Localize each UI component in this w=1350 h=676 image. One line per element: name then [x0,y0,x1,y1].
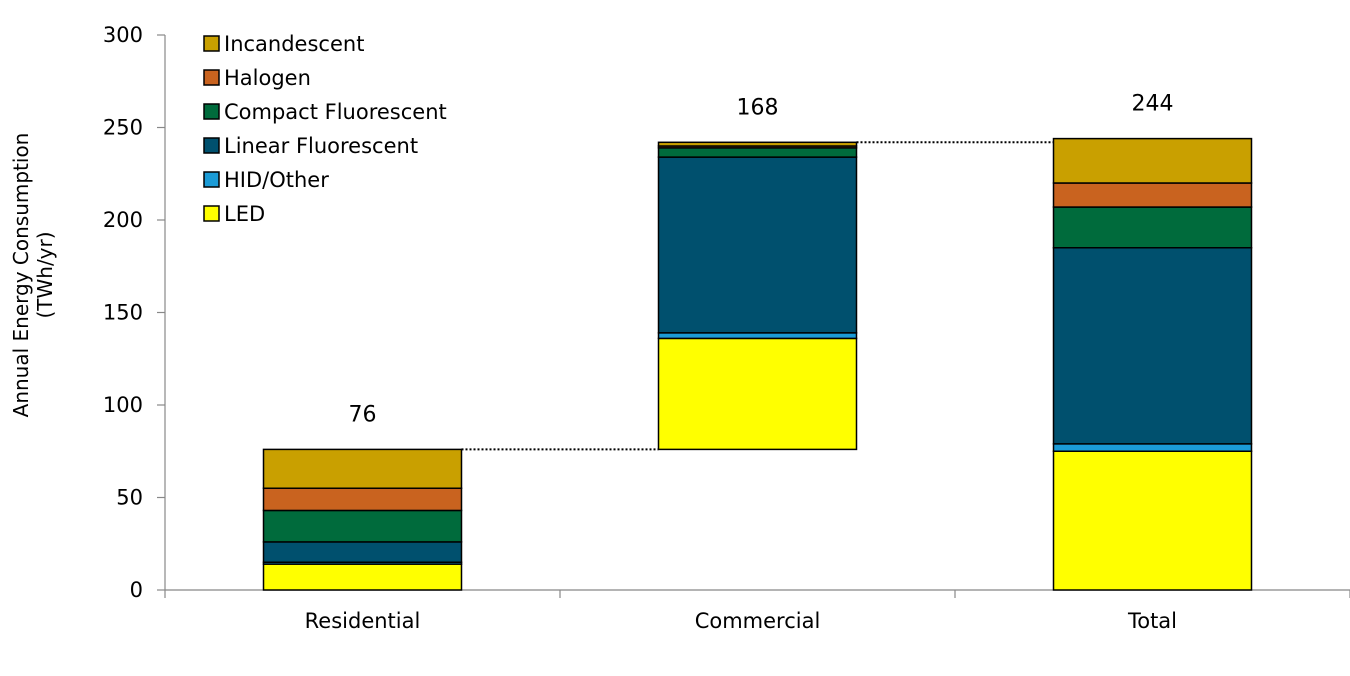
y-tick-label: 150 [103,301,143,325]
y-axis: 0 50 100 150 200 250 300 [103,23,166,602]
total-label: 244 [1132,92,1174,117]
y-axis-title-text: Annual Energy Consumption(TWh/yr) [9,133,57,418]
y-tick-label: 250 [103,116,143,140]
legend-label: Incandescent [224,32,364,56]
x-tick-label: Total [1127,609,1177,633]
y-tick-label: 100 [103,393,143,417]
legend-label: Halogen [224,66,311,90]
legend-swatch [203,35,220,52]
legend-label: LED [224,202,265,226]
y-tick-label: 200 [103,208,143,232]
y-tick-label: 50 [116,486,143,510]
legend-swatch [203,103,220,120]
total-label: 76 [349,402,377,427]
bar-segment-led [1052,450,1253,591]
bar-segment-compact-fluorescent [1052,206,1253,249]
total-label: 168 [737,95,779,120]
y-tick-label: 0 [130,578,143,602]
legend-label: HID/Other [224,168,329,192]
bar-segment-compact-fluorescent [657,147,858,158]
bar-segment-compact-fluorescent [262,509,463,543]
x-axis: Residential Commercial Total [164,589,1350,633]
bar-segment-led [262,563,463,591]
legend-swatch [203,205,220,222]
legend: Incandescent Halogen Compact Fluorescent Li… [203,32,447,226]
bar-segment-led [657,337,858,451]
x-tick-label: Residential [305,609,421,633]
legend-swatch [203,137,220,154]
bar-segment-incandescent [657,141,858,147]
bar-segment-hid-other [1052,443,1253,453]
bar-segment-linear-fluorescent [657,156,858,334]
bar-segment-halogen [1052,182,1253,208]
y-axis-title-line: Annual Energy Consumption [9,133,33,418]
y-axis-title-line: (TWh/yr) [33,231,57,318]
y-tick-label: 300 [103,23,143,47]
bar-segment-incandescent [1052,137,1253,184]
bars [262,137,1253,591]
bar-segment-incandescent [262,448,463,489]
y-axis-title: Annual Energy Consumption(TWh/yr) [9,133,57,418]
connector-lines [461,141,1054,451]
bar-segment-linear-fluorescent [1052,247,1253,445]
x-tick-label: Commercial [695,609,821,633]
legend-label: Linear Fluorescent [224,134,418,158]
legend-swatch [203,69,220,86]
total-labels: 76 168 244 [349,92,1174,428]
bar-segment-halogen [262,487,463,512]
bar-segment-linear-fluorescent [262,541,463,564]
legend-label: Compact Fluorescent [224,100,447,124]
legend-swatch [203,171,220,188]
bar-segment-hid-other [657,332,858,340]
